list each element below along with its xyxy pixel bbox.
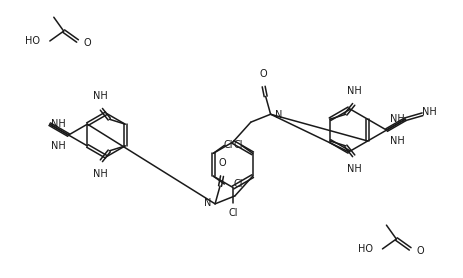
Text: NH: NH bbox=[422, 107, 437, 117]
Text: NH: NH bbox=[347, 86, 362, 96]
Text: O: O bbox=[218, 158, 226, 168]
Text: O: O bbox=[83, 38, 91, 48]
Text: Cl: Cl bbox=[228, 208, 238, 218]
Text: NH: NH bbox=[347, 164, 362, 174]
Text: NH: NH bbox=[93, 169, 108, 179]
Text: Cl: Cl bbox=[233, 140, 243, 150]
Text: N: N bbox=[275, 110, 282, 120]
Text: O: O bbox=[416, 246, 424, 256]
Text: NH: NH bbox=[51, 141, 66, 151]
Text: Cl: Cl bbox=[223, 140, 233, 150]
Text: NH: NH bbox=[51, 119, 66, 129]
Text: N: N bbox=[204, 198, 211, 208]
Text: O: O bbox=[260, 69, 268, 79]
Text: NH: NH bbox=[389, 136, 404, 146]
Text: Cl: Cl bbox=[233, 179, 243, 189]
Text: NH: NH bbox=[389, 114, 404, 124]
Text: HO: HO bbox=[357, 244, 373, 254]
Text: HO: HO bbox=[25, 36, 40, 46]
Text: NH: NH bbox=[93, 91, 108, 101]
